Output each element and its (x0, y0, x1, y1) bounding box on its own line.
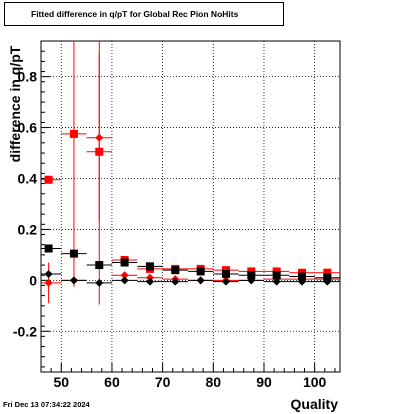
data-point-square (120, 258, 129, 267)
data-point-square (196, 267, 205, 276)
data-point-diamond (69, 276, 78, 285)
data-point-diamond (272, 277, 281, 286)
grid-lines (41, 41, 340, 372)
data-point-square (95, 261, 104, 270)
x-tick-label: 70 (155, 374, 171, 390)
data-point-diamond (323, 277, 332, 286)
data-point-diamond (297, 277, 306, 286)
data-point-square (44, 244, 53, 253)
x-axis-label: Quality (290, 396, 338, 412)
data-point-diamond (145, 277, 154, 286)
y-tick-label: 0 (29, 272, 37, 288)
series-3 (41, 269, 340, 287)
data-point-square (171, 266, 180, 275)
data-point-diamond (44, 278, 53, 287)
data-point-diamond (247, 276, 256, 285)
data-point-diamond (120, 271, 129, 280)
data-point-square (69, 249, 78, 258)
x-tick-label: 50 (53, 374, 69, 390)
y-tick-label: 0.2 (18, 221, 38, 237)
data-point-diamond (95, 133, 104, 142)
data-point-diamond (221, 277, 230, 286)
data-point-square (44, 175, 53, 184)
data-point-diamond (95, 278, 104, 287)
chart-title: Fitted difference in q/pT for Global Rec… (4, 2, 284, 26)
timestamp: Fri Dec 13 07:34:22 2024 (3, 400, 90, 409)
data-point-diamond (44, 269, 53, 278)
y-tick-label: 0.6 (18, 120, 38, 136)
y-tick-label: -0.2 (13, 323, 37, 339)
series-1 (41, 53, 340, 304)
data-point-square (145, 262, 154, 271)
y-tick-label: 0.4 (18, 170, 38, 186)
series-2 (41, 244, 340, 282)
data-point-square (297, 272, 306, 281)
y-tick-label: 0.8 (18, 69, 38, 85)
x-tick-label: 80 (206, 374, 222, 390)
data-points (41, 41, 340, 305)
plot-frame (40, 40, 341, 373)
data-point-square (272, 271, 281, 280)
y-axis-label: difference in q/pT (7, 45, 23, 163)
data-point-square (69, 129, 78, 138)
axis-ticks: 50 60 70 80 90 100 -0.2 0 0.2 0.4 0.6 0.8 (13, 50, 336, 390)
data-point-square (247, 271, 256, 280)
x-tick-label: 90 (256, 374, 272, 390)
series-0 (41, 41, 340, 305)
data-point-square (323, 268, 332, 277)
data-point-diamond (196, 276, 205, 285)
data-point-diamond (120, 276, 129, 285)
x-tick-label: 100 (303, 374, 327, 390)
data-point-diamond (171, 277, 180, 286)
x-tick-label: 60 (104, 374, 120, 390)
data-point-square (221, 269, 230, 278)
